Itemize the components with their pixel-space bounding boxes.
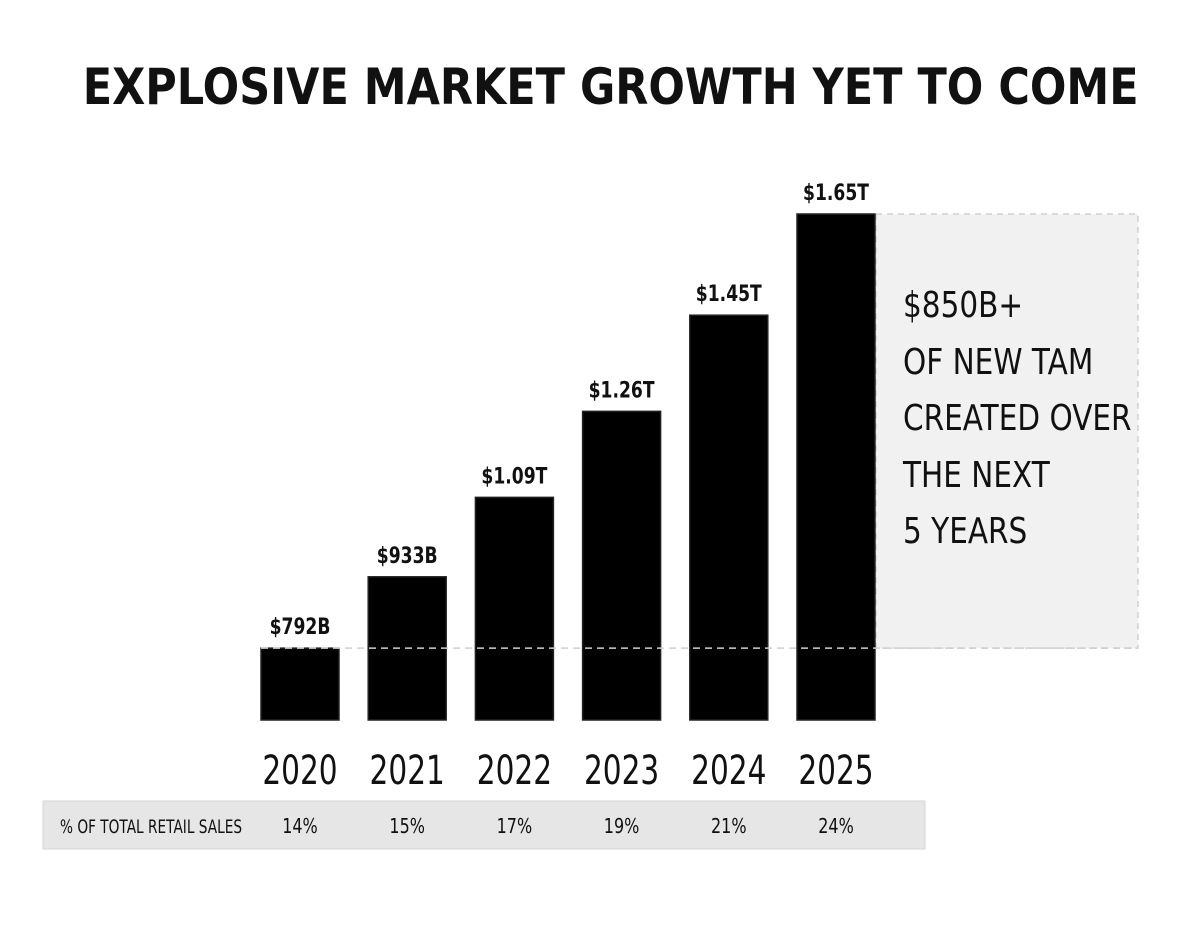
category-label: 2025: [798, 748, 873, 795]
new-tam-callout: $850B+ OF NEW TAM CREATED OVER THE NEXT …: [903, 278, 1132, 561]
chart-title: EXPLOSIVE MARKET GROWTH YET TO COME: [82, 58, 1139, 116]
table-cell: 14%: [282, 815, 318, 838]
category-label: 2022: [477, 748, 552, 795]
table-row-background: [42, 800, 926, 850]
callout-line: THE NEXT: [903, 454, 1050, 496]
retail-share-table: % OF TOTAL RETAIL SALES 14% 15% 17% 19% 21% 24…: [42, 800, 926, 850]
callout-line: 5 YEARS: [903, 511, 1028, 552]
callout-line: OF NEW TAM: [903, 341, 1094, 383]
bars-group: [260, 213, 876, 721]
callout-line: $850B+: [903, 285, 1024, 326]
table-row-label: % OF TOTAL RETAIL SALES: [60, 816, 242, 838]
category-label: 2021: [370, 748, 445, 795]
bar-2020: [260, 647, 340, 721]
bar-value-label: $933B: [377, 543, 438, 569]
new-tam-highlight: [875, 213, 1139, 649]
bar-value-label: $1.26T: [589, 377, 655, 403]
category-label: 2020: [262, 748, 337, 795]
bar-value-label: $1.09T: [481, 463, 547, 489]
bar-2025: [796, 213, 876, 721]
bar-2022: [474, 496, 555, 721]
labels-group: $792B 2020 $933B 2021 $1.09T 2022 $1.26T 2023 $1…: [262, 180, 873, 794]
table-cell: 21%: [711, 815, 747, 838]
table-cell: 15%: [389, 815, 425, 838]
table-cell: 19%: [604, 815, 640, 838]
table-cell: 17%: [497, 815, 533, 838]
bar-value-label: $1.45T: [696, 281, 762, 307]
bar-2024: [689, 314, 769, 721]
callout-line: CREATED OVER: [903, 398, 1132, 439]
bar-value-label: $792B: [270, 614, 331, 640]
bar-2023: [581, 410, 662, 721]
category-label: 2024: [691, 748, 766, 795]
category-label: 2023: [584, 748, 659, 795]
table-cell: 24%: [818, 815, 854, 838]
bar-value-label: $1.65T: [803, 180, 869, 206]
highlight-box: [875, 213, 1139, 649]
